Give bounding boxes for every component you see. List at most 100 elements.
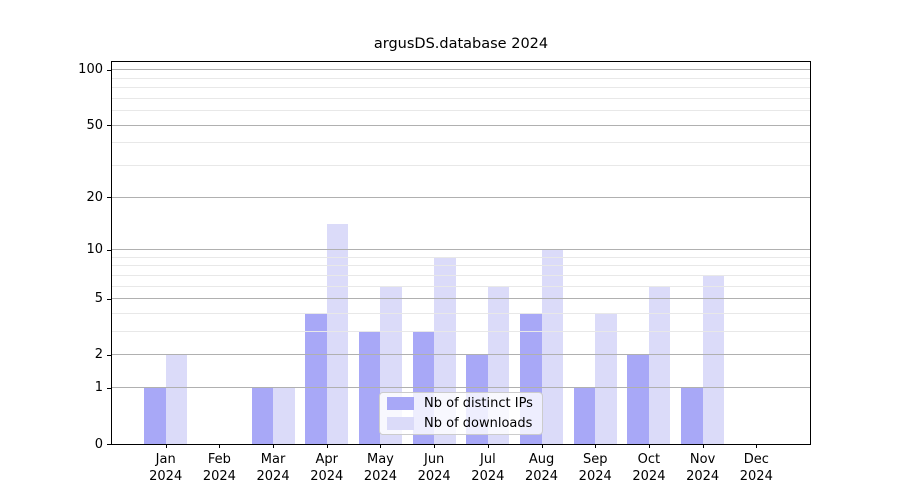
bar-oct-distinct-ips — [627, 354, 649, 444]
major-gridline — [112, 387, 810, 389]
x-axis-tick-mark — [648, 444, 650, 448]
x-axis-tick-label-year: 2024 — [471, 469, 505, 484]
x-axis-tick-label: Feb 2024 — [187, 451, 251, 485]
x-axis-tick-label-year: 2024 — [524, 469, 559, 484]
minor-gridline — [112, 164, 810, 166]
major-gridline — [112, 249, 810, 250]
x-axis-tick-label-month: Jul — [480, 452, 496, 467]
x-axis-tick-label: Jul 2024 — [456, 451, 520, 485]
legend-row: Nb of distinct IPs — [380, 396, 542, 412]
x-axis-tick-label-year: 2024 — [739, 469, 773, 484]
y-axis-tick-mark — [107, 249, 111, 251]
x-axis-tick-label-month: Sep — [582, 452, 608, 467]
x-axis-tick-label-month: Feb — [207, 452, 231, 467]
x-axis-tick-label-month: May — [367, 452, 394, 467]
major-gridline — [112, 298, 810, 300]
x-axis-tick-label-month: Dec — [743, 452, 769, 467]
minor-gridline — [112, 312, 810, 314]
x-axis-tick-mark — [326, 444, 328, 448]
x-axis-tick-label-month: Mar — [260, 452, 286, 467]
x-axis-tick-label: Jun 2024 — [402, 451, 466, 485]
x-axis-tick-mark — [219, 444, 221, 448]
x-axis-tick-label-month: Nov — [689, 452, 716, 467]
y-axis-tick-label: 50 — [86, 117, 103, 133]
minor-gridline — [112, 77, 810, 79]
bar-oct-downloads — [648, 286, 671, 444]
y-axis-tick-mark — [107, 69, 111, 71]
x-axis-tick-label: Apr 2024 — [295, 451, 359, 485]
y-axis-tick-mark — [107, 387, 111, 389]
bar-sep-distinct-ips — [573, 387, 596, 444]
x-axis-tick-mark — [702, 444, 704, 448]
x-axis-tick-mark — [434, 444, 436, 448]
major-gridline — [112, 69, 810, 71]
legend-swatch-distinct-ips — [387, 397, 414, 410]
x-axis-tick-mark — [487, 444, 489, 448]
bar-apr-downloads — [326, 224, 349, 444]
minor-gridline — [112, 331, 810, 333]
x-axis-tick-label-year: 2024 — [686, 469, 720, 484]
x-axis-tick-label-year: 2024 — [578, 469, 612, 484]
y-axis-tick-label: 1 — [94, 380, 103, 396]
x-axis-tick-label-year: 2024 — [202, 469, 236, 484]
bar-mar-distinct-ips — [251, 387, 274, 444]
minor-gridline — [112, 274, 810, 276]
x-axis-tick-mark — [165, 444, 167, 448]
y-axis-tick-label: 10 — [86, 242, 103, 257]
y-axis-tick-mark — [107, 125, 111, 127]
minor-gridline — [112, 285, 810, 287]
minor-gridline — [112, 142, 810, 144]
major-gridline — [112, 354, 810, 356]
x-axis-tick-mark — [756, 444, 758, 448]
legend-label: Nb of downloads — [424, 416, 533, 431]
minor-gridline — [112, 97, 810, 99]
bar-sep-downloads — [595, 313, 617, 444]
x-axis-tick-label-month: Jun — [423, 452, 445, 467]
y-axis-tick-mark — [107, 444, 111, 445]
x-axis-tick-label-year: 2024 — [310, 469, 344, 484]
legend-swatch-downloads — [387, 417, 414, 430]
y-axis-tick-mark — [107, 197, 111, 199]
chart-title: argusDS.database 2024 — [373, 36, 549, 52]
x-axis-tick-label: Oct 2024 — [617, 451, 681, 485]
plot-area: Nb of distinct IPs Nb of downloads — [111, 61, 811, 445]
y-axis-tick-mark — [107, 354, 111, 356]
x-axis-tick-label-month: Apr — [315, 452, 339, 467]
minor-gridline — [112, 256, 810, 258]
x-axis-tick-label-year: 2024 — [149, 469, 183, 484]
x-axis-tick-label: Nov 2024 — [671, 451, 735, 485]
bar-nov-distinct-ips — [681, 387, 703, 444]
major-gridline — [112, 196, 810, 198]
legend: Nb of distinct IPs Nb of downloads — [379, 392, 543, 435]
y-axis-tick-label: 20 — [86, 189, 103, 205]
x-axis-tick-label: Sep 2024 — [563, 451, 627, 485]
legend-label: Nb of distinct IPs — [424, 396, 533, 411]
x-axis-tick-label-month: Oct — [637, 452, 661, 467]
x-axis-tick-label-year: 2024 — [363, 469, 397, 484]
bar-apr-distinct-ips — [305, 313, 327, 444]
x-axis-tick-label-year: 2024 — [256, 469, 290, 484]
x-axis-tick-mark — [273, 444, 275, 448]
y-axis-tick-label: 2 — [94, 347, 103, 363]
x-axis-tick-mark — [380, 444, 382, 448]
x-axis-tick-mark — [595, 444, 597, 448]
minor-gridline — [112, 110, 810, 112]
y-axis-tick-mark — [107, 298, 111, 300]
x-axis-tick-label: Jan 2024 — [134, 451, 198, 485]
y-axis-tick-label: 0 — [94, 436, 103, 452]
bar-nov-downloads — [702, 275, 725, 444]
bar-mar-downloads — [273, 387, 295, 444]
major-gridline — [112, 124, 810, 126]
bar-jan-distinct-ips — [144, 387, 166, 444]
x-axis-tick-label-month: Aug — [528, 452, 555, 467]
x-axis-tick-label-month: Jan — [155, 452, 176, 467]
y-axis-tick-label: 100 — [78, 62, 103, 78]
minor-gridline — [112, 265, 810, 267]
x-axis-tick-label: Dec 2024 — [724, 451, 788, 485]
x-axis-tick-mark — [541, 444, 543, 448]
legend-row: Nb of downloads — [380, 416, 542, 432]
x-axis-tick-label: May 2024 — [348, 451, 412, 485]
bar-jan-downloads — [165, 354, 188, 444]
minor-gridline — [112, 87, 810, 89]
